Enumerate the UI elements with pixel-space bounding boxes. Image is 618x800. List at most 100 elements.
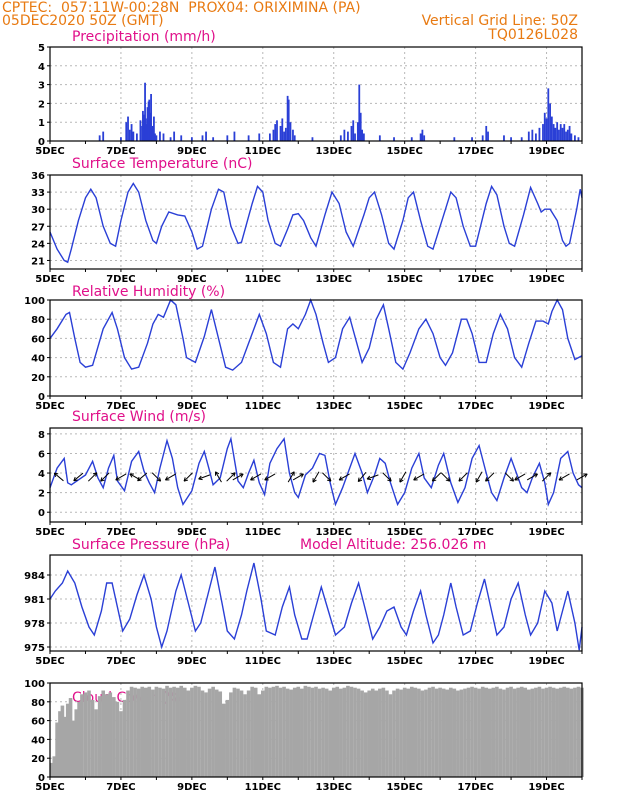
wind-arrow [366,474,379,481]
bar [136,688,141,777]
panel-2: Surface Temperature (nC) 21 24 27 30 33 36 5DEC… [31,156,583,285]
bar [566,129,569,141]
bar [561,127,564,141]
wind-arrow [214,471,222,483]
bar [151,125,154,141]
bar [218,691,223,777]
series-line [49,436,583,507]
bar [146,107,149,141]
bar [527,131,530,141]
bar [509,686,513,777]
bar [168,687,173,777]
bar [149,112,151,141]
bar [71,720,76,777]
x-tick-label: 19DEC [528,401,564,412]
bar [438,687,442,777]
wind-arrow [226,472,236,482]
y-tick-label: 981 [24,595,45,606]
bar [550,116,553,141]
header-station: CPTEC: 057:11W-00:28N PROX04: ORIXIMINA … [2,0,361,16]
y-tick-label: 2 [38,99,45,110]
bar [498,688,503,777]
x-tick-label: 9DEC [177,782,206,793]
bar [278,687,283,777]
bar [264,686,269,777]
bar [420,690,425,777]
bar [236,688,240,777]
bar [350,125,353,141]
y-tick-label: 60 [31,717,45,728]
bar [207,688,212,777]
x-tick-label: 15DEC [386,527,422,538]
bar [274,124,277,141]
bar [538,127,541,141]
bar [562,686,567,777]
bar [573,687,577,777]
bar [139,120,142,141]
wind-arrow [458,472,468,482]
bar [257,694,262,777]
bar [520,137,523,141]
bar [119,711,123,777]
y-tick-label: 0 [38,508,45,519]
bar [225,699,230,777]
bar [569,688,574,777]
x-tick-label: 13DEC [316,274,352,285]
bar [239,690,244,777]
bar [307,686,311,777]
x-tick-label: 7DEC [106,782,135,793]
bar [268,133,271,141]
wind-arrow [151,472,162,482]
panel-4: Surface Wind (m/s) 0 2 4 6 8 5DEC 7DEC 9DEC 11DEC… [35,409,588,538]
bar [409,686,414,777]
wind-arrow [232,473,244,481]
bar [413,687,418,777]
bar [145,124,148,141]
bar [161,688,166,777]
bar [347,131,349,141]
bar [63,716,67,777]
bar [268,687,272,777]
wind-arrow [526,473,538,481]
bar [285,688,290,777]
bar [563,124,566,141]
bar [211,686,215,777]
x-tick-label: 17DEC [457,527,493,538]
bar [272,129,275,141]
x-tick-label: 9DEC [177,146,206,157]
bar [346,685,350,777]
y-tick-label: 6 [38,449,45,460]
bar [179,685,184,777]
bar [221,703,226,777]
bar [487,688,492,777]
bar [424,689,428,777]
bar [143,114,145,141]
bar [324,688,329,777]
bar [165,685,169,777]
x-tick-label: 11DEC [245,782,281,793]
bar [154,133,156,141]
bar [423,135,426,141]
x-tick-label: 15DEC [386,401,422,412]
bar [87,690,91,777]
bar [485,125,488,141]
bar [399,689,403,777]
x-tick-label: 17DEC [457,401,493,412]
x-tick-label: 17DEC [457,656,493,667]
bar [232,687,237,777]
bar [205,131,207,141]
header-date: 05DEC2020 50Z (GMT) [2,13,164,29]
bar [279,125,282,141]
bar [339,688,343,777]
bar [275,685,279,777]
bar [55,722,59,777]
panel-frame [49,299,583,397]
bar [129,686,134,777]
bar [144,82,146,141]
bar [531,129,534,141]
bar [284,127,287,141]
bar [370,688,375,777]
bar [410,137,413,141]
bar [434,688,439,777]
bar [495,686,499,777]
